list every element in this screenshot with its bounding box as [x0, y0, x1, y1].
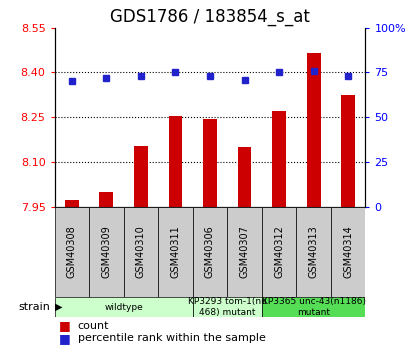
Bar	[238, 147, 252, 207]
Text: wildtype: wildtype	[104, 303, 143, 312]
Text: GSM40308: GSM40308	[67, 226, 77, 278]
Bar	[168, 116, 182, 207]
Bar	[100, 192, 113, 207]
Text: count: count	[78, 321, 109, 331]
Text: GSM40314: GSM40314	[343, 226, 353, 278]
Bar	[272, 111, 286, 207]
Text: GSM40312: GSM40312	[274, 225, 284, 278]
Text: ■: ■	[59, 319, 71, 333]
Bar	[193, 297, 262, 317]
Bar	[307, 53, 320, 207]
Text: GSM40306: GSM40306	[205, 226, 215, 278]
Bar	[331, 207, 365, 297]
Bar	[158, 207, 193, 297]
Bar	[134, 146, 148, 207]
Text: ▶: ▶	[55, 302, 62, 312]
Bar	[203, 119, 217, 207]
Text: strain: strain	[18, 302, 50, 312]
Bar	[341, 95, 355, 207]
Bar	[55, 297, 193, 317]
Bar	[55, 207, 89, 297]
Text: GSM40307: GSM40307	[239, 225, 249, 278]
Bar	[65, 199, 79, 207]
Text: GSM40310: GSM40310	[136, 226, 146, 278]
Bar	[227, 207, 262, 297]
Text: GSM40309: GSM40309	[101, 226, 111, 278]
Bar	[262, 297, 365, 317]
Bar	[123, 207, 158, 297]
Title: GDS1786 / 183854_s_at: GDS1786 / 183854_s_at	[110, 8, 310, 26]
Text: GSM40313: GSM40313	[309, 226, 319, 278]
Text: percentile rank within the sample: percentile rank within the sample	[78, 333, 265, 343]
Bar	[297, 207, 331, 297]
Text: ■: ■	[59, 332, 71, 345]
Bar	[193, 207, 227, 297]
Text: GSM40311: GSM40311	[171, 226, 181, 278]
Text: KP3365 unc-43(n1186)
mutant: KP3365 unc-43(n1186) mutant	[262, 297, 365, 317]
Bar	[89, 207, 123, 297]
Bar	[262, 207, 297, 297]
Text: KP3293 tom-1(nu
468) mutant: KP3293 tom-1(nu 468) mutant	[188, 297, 267, 317]
